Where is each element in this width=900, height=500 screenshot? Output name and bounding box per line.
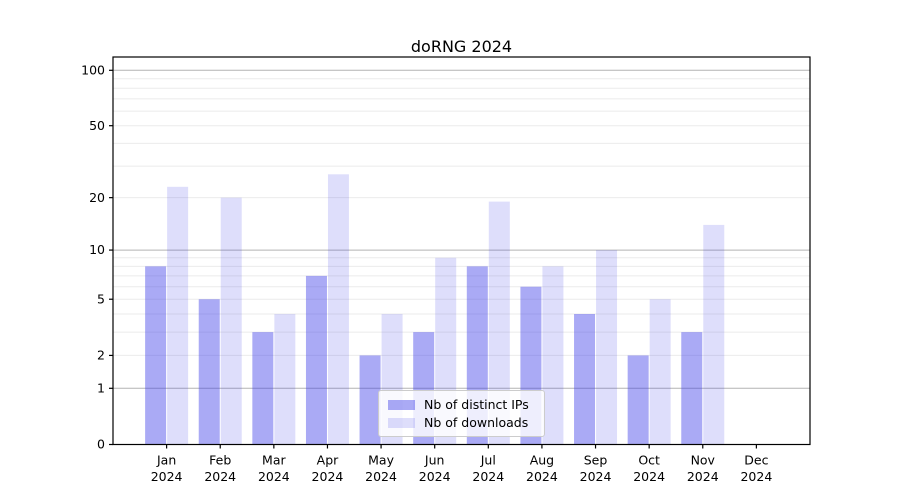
- x-tick-label-month: Aug: [530, 453, 554, 468]
- x-tick-label-year: 2024: [633, 469, 665, 484]
- bar-downloads-oct: [649, 299, 671, 445]
- bar-distinct-ips-apr: [305, 275, 327, 445]
- y-tick-label: 100: [81, 62, 105, 77]
- y-tick-label: 20: [89, 190, 105, 205]
- x-tick-label-month: May: [368, 453, 394, 468]
- bar-downloads-feb: [220, 197, 242, 445]
- bar-distinct-ips-feb: [198, 299, 220, 445]
- y-tick-label: 0: [97, 437, 105, 452]
- legend-item-downloads: Nb of downloads: [388, 415, 536, 430]
- x-tick-label-month: Jul: [480, 453, 496, 468]
- bar-downloads-jul: [488, 201, 510, 445]
- y-tick-label: 50: [89, 118, 105, 133]
- legend-label-distinct-ips: Nb of distinct IPs: [424, 397, 529, 412]
- x-tick-label-year: 2024: [740, 469, 772, 484]
- x-tick-label-year: 2024: [687, 469, 719, 484]
- x-tick-label-year: 2024: [526, 469, 558, 484]
- x-tick-label-year: 2024: [419, 469, 451, 484]
- bar-distinct-ips-oct: [627, 355, 649, 445]
- bar-downloads-apr: [327, 174, 349, 445]
- x-tick-label-year: 2024: [312, 469, 344, 484]
- bar-downloads-mar: [274, 314, 296, 445]
- bar-downloads-nov: [703, 224, 725, 445]
- x-tick-label-month: Sep: [584, 453, 608, 468]
- x-tick-label-month: Dec: [744, 453, 768, 468]
- plot-frame: [112, 56, 811, 446]
- x-tick-label-month: Jan: [156, 453, 176, 468]
- bar-distinct-ips-mar: [252, 332, 274, 445]
- x-tick-label-year: 2024: [365, 469, 397, 484]
- bar-downloads-aug: [542, 266, 564, 445]
- chart-title: doRNG 2024: [410, 37, 513, 56]
- legend-label-downloads: Nb of downloads: [424, 415, 529, 430]
- y-tick-label: 10: [89, 242, 105, 257]
- y-tick-label: 1: [97, 380, 105, 395]
- legend: Nb of distinct IPs Nb of downloads: [378, 390, 545, 437]
- x-tick-label-year: 2024: [472, 469, 504, 484]
- bar-distinct-ips-jan: [145, 266, 167, 445]
- x-tick-label-month: Nov: [691, 453, 716, 468]
- bar-distinct-ips-may: [359, 355, 381, 445]
- x-tick-label-year: 2024: [151, 469, 183, 484]
- bar-downloads-jan: [167, 186, 189, 445]
- legend-swatch-downloads: [388, 417, 415, 428]
- y-tick-label: 5: [97, 291, 105, 306]
- x-tick-label-year: 2024: [204, 469, 236, 484]
- x-tick-label-month: Feb: [209, 453, 231, 468]
- legend-item-distinct-ips: Nb of distinct IPs: [388, 397, 536, 412]
- x-tick-label-month: Oct: [638, 453, 660, 468]
- x-tick-label-month: Jun: [424, 453, 445, 468]
- x-tick-label-year: 2024: [580, 469, 612, 484]
- x-tick-label-month: Mar: [262, 453, 286, 468]
- x-tick-label-year: 2024: [258, 469, 290, 484]
- x-tick-label-month: Apr: [317, 453, 339, 468]
- bar-distinct-ips-sep: [574, 314, 596, 445]
- y-tick-label: 2: [97, 348, 105, 363]
- bar-distinct-ips-nov: [681, 332, 703, 445]
- bar-downloads-sep: [596, 250, 618, 445]
- legend-swatch-distinct-ips: [388, 399, 415, 410]
